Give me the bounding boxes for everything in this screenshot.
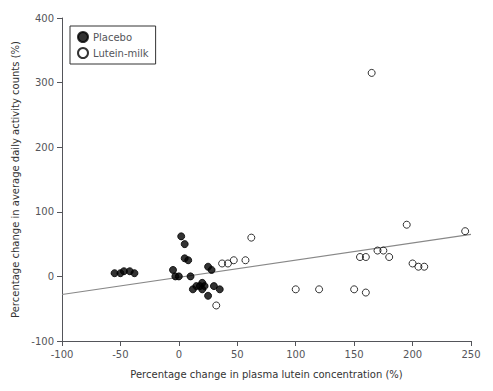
svg-text:100: 100 (286, 349, 305, 360)
svg-text:50: 50 (231, 349, 244, 360)
svg-text:-100: -100 (51, 349, 74, 360)
svg-text:Percentage change in average d: Percentage change in average daily activ… (10, 41, 21, 318)
svg-text:150: 150 (345, 349, 364, 360)
svg-text:-100: -100 (31, 336, 54, 347)
svg-text:Lutein-milk: Lutein-milk (93, 48, 149, 59)
svg-text:0: 0 (176, 349, 182, 360)
svg-text:400: 400 (35, 13, 54, 24)
svg-text:Percentage change in plasma lu: Percentage change in plasma lutein conce… (130, 369, 403, 380)
svg-text:250: 250 (461, 349, 480, 360)
svg-text:300: 300 (35, 77, 54, 88)
svg-text:100: 100 (35, 206, 54, 217)
svg-text:0: 0 (48, 271, 54, 282)
svg-text:-50: -50 (112, 349, 128, 360)
svg-text:200: 200 (403, 349, 422, 360)
svg-text:Placebo: Placebo (93, 32, 132, 43)
svg-text:200: 200 (35, 142, 54, 153)
